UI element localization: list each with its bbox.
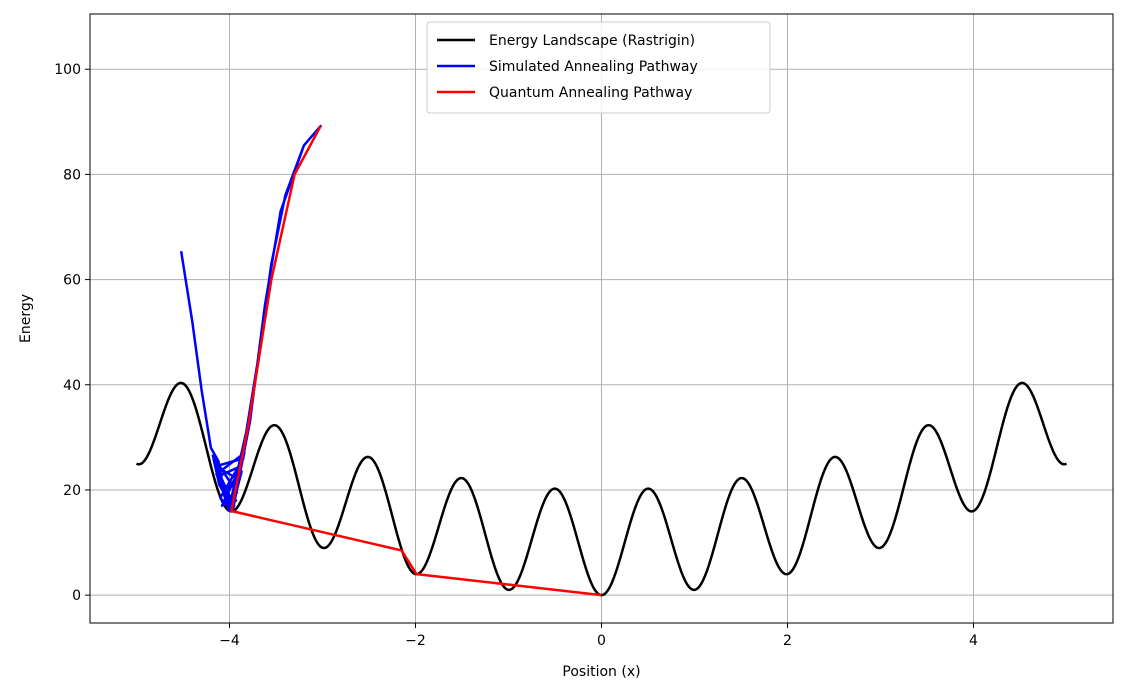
x-tick-label: −2 (405, 633, 426, 649)
legend-box (426, 21, 771, 114)
legend-label: Energy Landscape (Rastrigin) (489, 33, 695, 49)
y-tick-label: 60 (63, 273, 81, 289)
y-tick-label: 80 (63, 167, 81, 183)
y-tick-label: 40 (63, 378, 81, 394)
series-layer (136, 124, 1067, 597)
legend: Energy Landscape (Rastrigin) Simulated An… (426, 21, 771, 114)
x-tick-label: 2 (783, 633, 792, 649)
y-tick-label: 20 (63, 483, 81, 499)
legend-label: Simulated Annealing Pathway (489, 59, 698, 75)
x-tick-label: −4 (219, 633, 240, 649)
y-axis-label: Energy (18, 294, 34, 343)
series-line-2 (230, 125, 602, 597)
x-tick-label: 0 (597, 633, 606, 649)
x-axis-label: Position (x) (562, 664, 640, 680)
legend-label: Quantum Annealing Pathway (489, 85, 692, 101)
y-tick-label: 100 (54, 62, 81, 78)
x-tick-label: 4 (969, 633, 978, 649)
series-line-1 (179, 124, 322, 513)
y-tick-label: 0 (72, 588, 81, 604)
